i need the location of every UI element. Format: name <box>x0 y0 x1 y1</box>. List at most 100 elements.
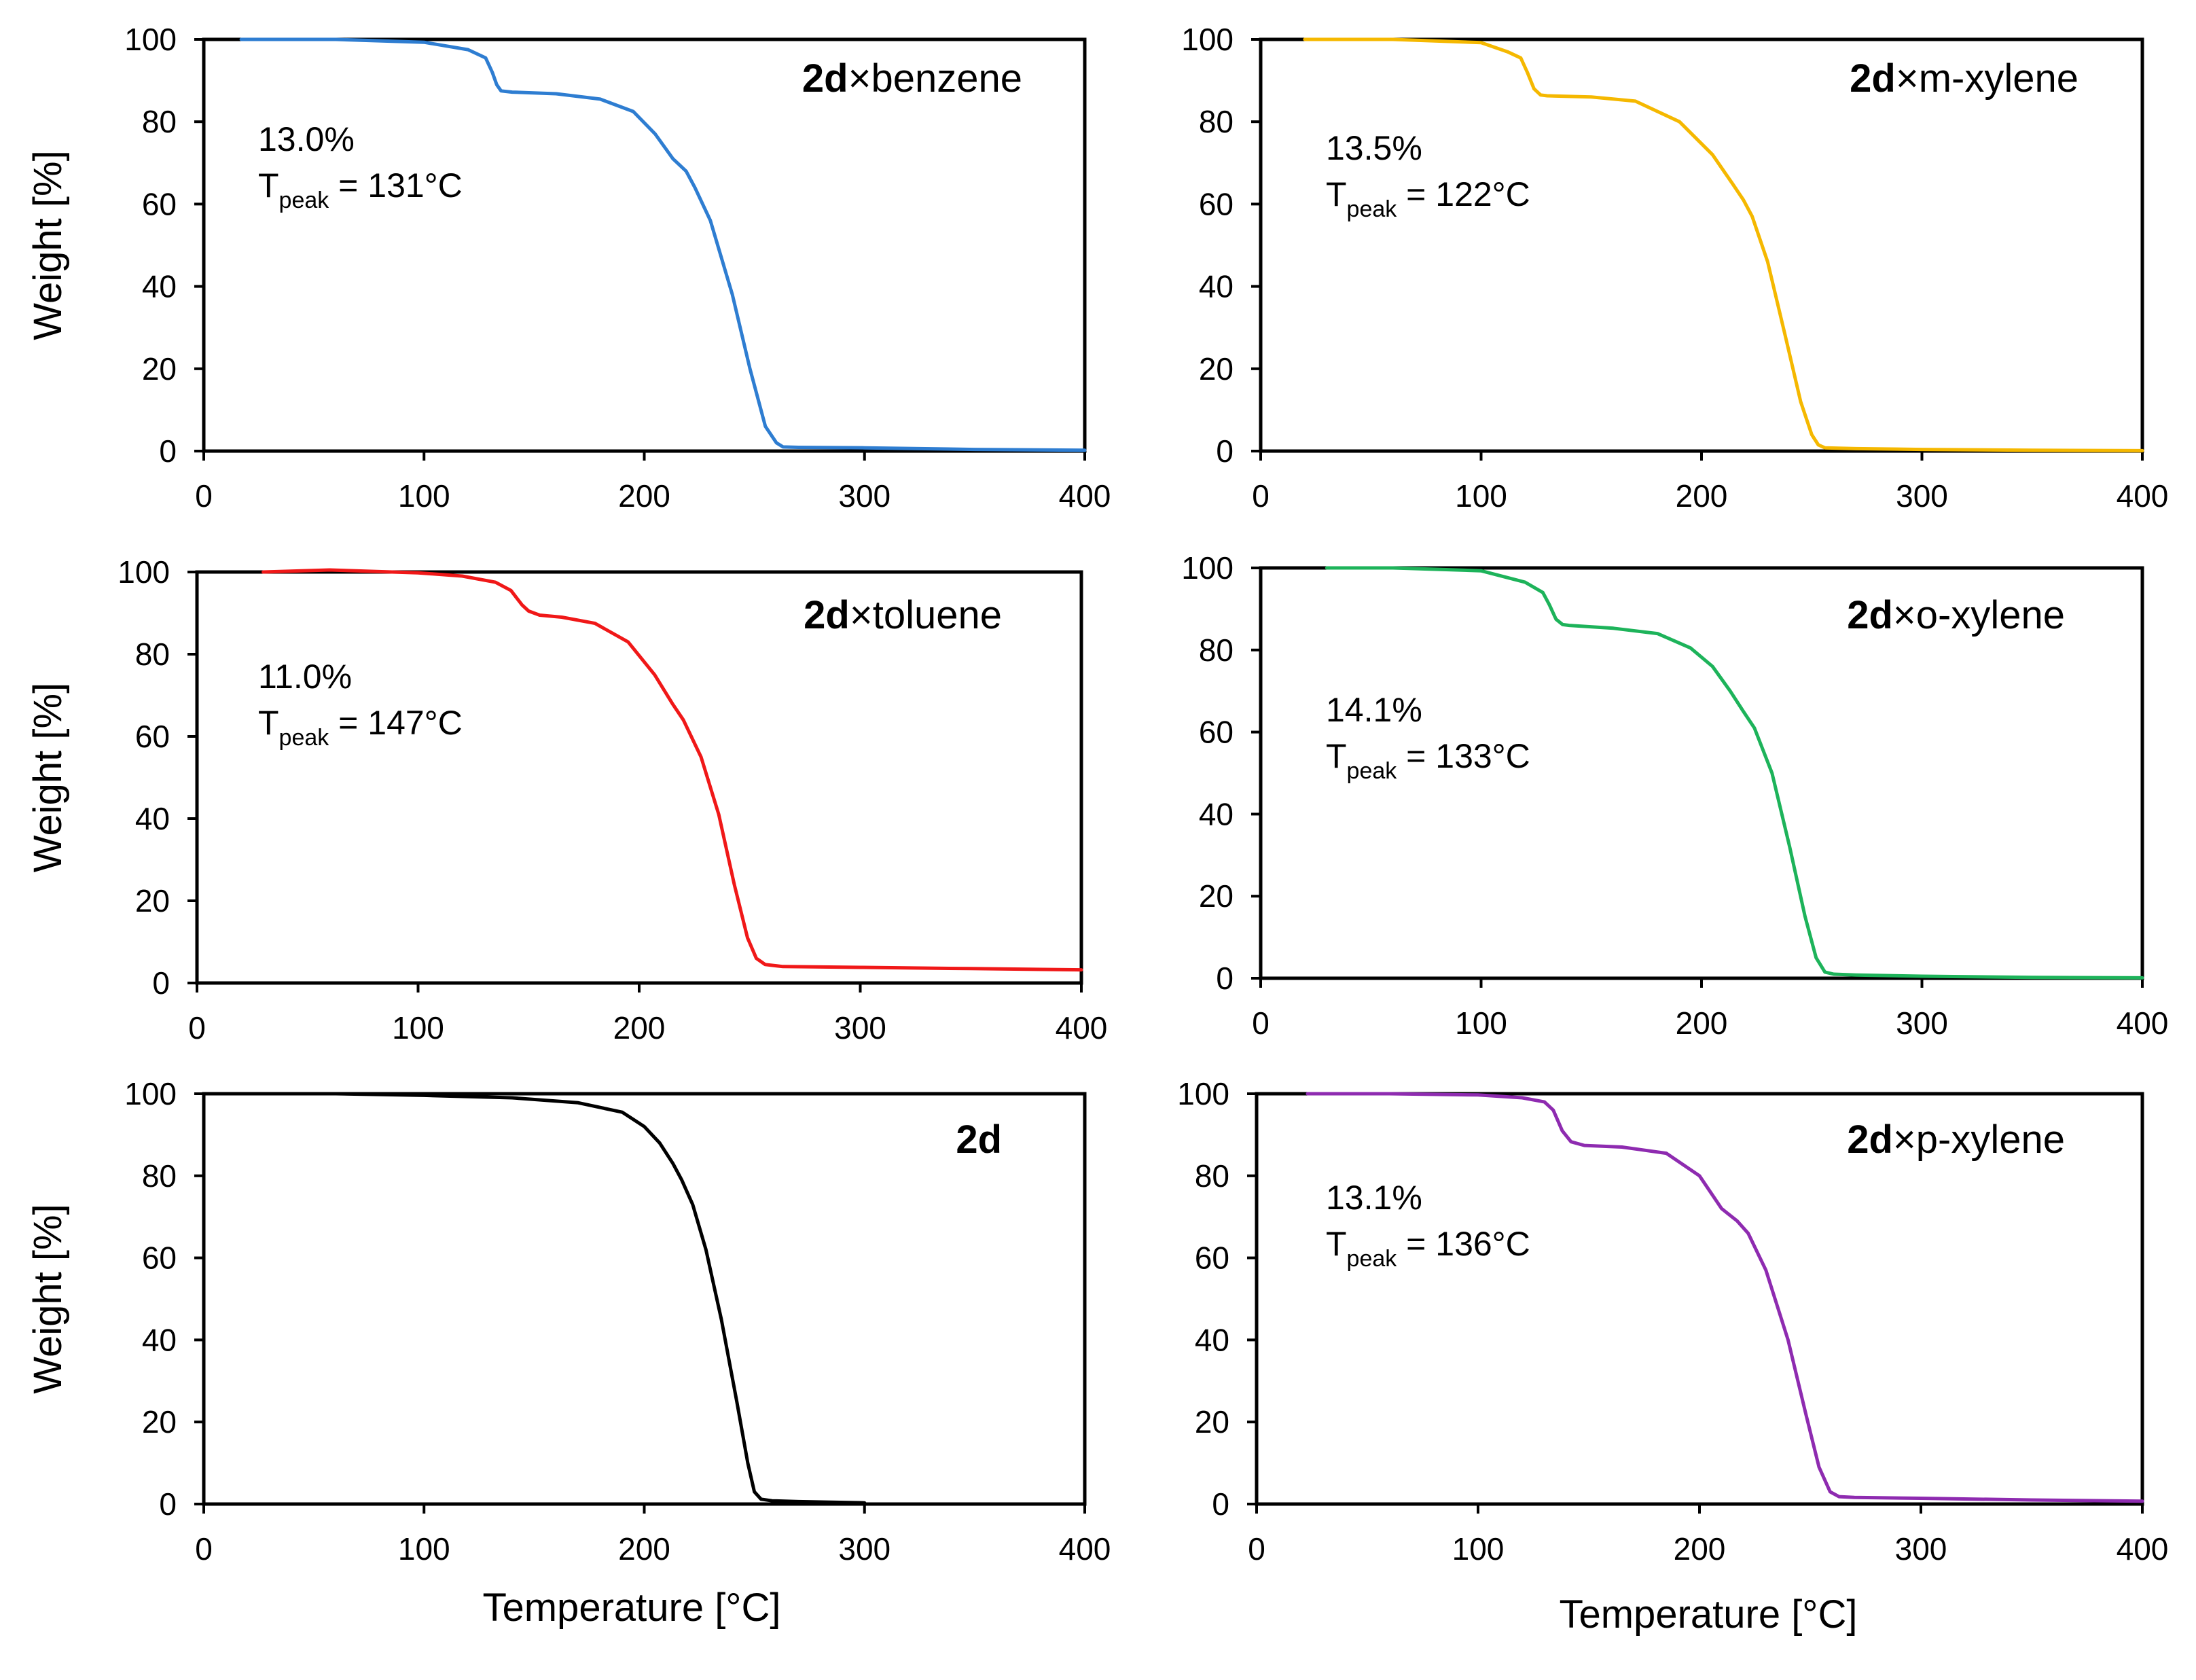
x-tick-label: 400 <box>1059 478 1111 514</box>
panel-title: 2d <box>956 1118 1002 1162</box>
tpeak-annotation: Tpeak = 147°C <box>258 704 463 751</box>
y-axis-title: Weight [%] <box>26 1204 70 1393</box>
x-tick-label: 400 <box>2117 478 2169 514</box>
y-tick-label: 0 <box>152 965 170 1001</box>
y-tick-label: 20 <box>142 1404 177 1440</box>
tpeak-symbol: T <box>1326 1225 1347 1263</box>
x-tick-label: 400 <box>2117 1005 2169 1041</box>
tpeak-subscript: peak <box>1347 196 1398 222</box>
x-axis-title: Temperature [°C] <box>482 1586 780 1630</box>
y-tick-label: 80 <box>1199 104 1234 139</box>
tpeak-symbol: T <box>258 704 279 742</box>
chart-panel-benzene: 0 20 40 60 80 100 0 100 200 300 400 Weight [%] 2d×be… <box>26 22 1111 514</box>
series-line-2d <box>257 1092 867 1505</box>
x-tick-label: 400 <box>1056 1010 1108 1045</box>
y-axis-title: Weight [%] <box>26 150 70 340</box>
y-tick-label: 80 <box>1199 632 1234 668</box>
plot-frame <box>1259 37 2144 453</box>
x-tick-label: 100 <box>398 1531 450 1567</box>
x-tick-label: 200 <box>618 1531 670 1567</box>
x-tick-label: 0 <box>1252 478 1270 514</box>
panel-title-rest: ×p-xylene <box>1893 1118 2065 1162</box>
y-tick-label: 80 <box>142 104 177 139</box>
x-tick-label: 400 <box>1059 1531 1111 1567</box>
y-tick-label: 40 <box>1199 269 1234 304</box>
tpeak-subscript: peak <box>1347 1246 1398 1272</box>
x-tick-label: 100 <box>1455 478 1507 514</box>
panel-title-bold: 2d <box>804 593 850 637</box>
panel-title-rest: ×benzene <box>848 56 1022 101</box>
mass-loss-annotation: 11.0% <box>258 658 352 696</box>
x-tick-label: 0 <box>195 1531 213 1567</box>
series-line-p-xylene <box>1306 1092 2144 1503</box>
y-tick-label: 100 <box>1181 550 1234 586</box>
y-tick-label: 40 <box>1199 796 1234 832</box>
tpeak-value: = 131°C <box>329 166 463 204</box>
x-tick-label: 300 <box>838 478 890 514</box>
y-tick-label: 80 <box>1195 1158 1229 1194</box>
tpeak-subscript: peak <box>279 187 330 213</box>
chart-panel-2d: 0 20 40 60 80 100 0 100 200 300 400 Weight [%] Tempe… <box>26 1076 1111 1630</box>
plot-frame <box>202 1092 1087 1506</box>
panel-title-bold: 2d <box>1850 56 1896 101</box>
y-tick-label: 60 <box>135 719 170 754</box>
mass-loss-annotation: 13.5% <box>1326 129 1422 167</box>
panel-title-rest: ×toluene <box>850 593 1002 637</box>
y-tick-label: 100 <box>118 554 170 590</box>
tpeak-annotation: Tpeak = 122°C <box>1326 175 1530 222</box>
tpeak-value: = 136°C <box>1397 1225 1530 1263</box>
panel-title-bold: 2d <box>802 56 848 101</box>
panel-title-bold: 2d <box>956 1118 1002 1162</box>
chart-panel-m-xylene: 0 20 40 60 80 100 0 100 200 300 400 2d×m-xylene 13.5… <box>1181 22 2168 514</box>
tpeak-symbol: T <box>1326 737 1347 775</box>
y-tick-label: 0 <box>159 433 177 469</box>
x-tick-label: 300 <box>1895 1531 1947 1567</box>
tpeak-symbol: T <box>258 166 279 204</box>
y-tick-label: 20 <box>1199 878 1234 914</box>
x-tick-label: 100 <box>1452 1531 1505 1567</box>
y-tick-label: 80 <box>135 637 170 672</box>
panel-title: 2d×p-xylene <box>1847 1118 2065 1162</box>
x-tick-label: 0 <box>195 478 213 514</box>
x-tick-label: 100 <box>392 1010 444 1045</box>
y-tick-label: 40 <box>142 1322 177 1357</box>
x-tick-label: 100 <box>398 478 450 514</box>
chart-panel-o-xylene: 0 20 40 60 80 100 0 100 200 300 400 2d×o-xylene 14.1… <box>1181 550 2168 1041</box>
plot-frame <box>202 37 1087 453</box>
tpeak-value: = 133°C <box>1397 737 1530 775</box>
y-tick-label: 20 <box>1199 351 1234 387</box>
x-tick-label: 200 <box>1676 1005 1728 1041</box>
tpeak-annotation: Tpeak = 131°C <box>258 166 463 213</box>
y-tick-label: 20 <box>142 351 177 387</box>
y-tick-label: 20 <box>135 883 170 918</box>
y-tick-label: 100 <box>124 22 177 57</box>
y-tick-label: 60 <box>1195 1240 1229 1276</box>
x-tick-label: 300 <box>834 1010 886 1045</box>
y-tick-label: 20 <box>1195 1404 1229 1440</box>
x-tick-label: 200 <box>1676 478 1728 514</box>
y-tick-label: 60 <box>1199 186 1234 221</box>
tpeak-subscript: peak <box>1347 758 1398 784</box>
x-tick-label: 200 <box>1674 1531 1726 1567</box>
mass-loss-annotation: 14.1% <box>1326 691 1422 729</box>
mass-loss-annotation: 13.1% <box>1326 1179 1422 1217</box>
panel-title: 2d×benzene <box>802 56 1022 101</box>
panel-title-rest: ×m-xylene <box>1896 56 2078 101</box>
panel-title: 2d×m-xylene <box>1850 56 2078 101</box>
y-tick-label: 40 <box>142 269 177 304</box>
tpeak-value: = 147°C <box>329 704 463 742</box>
tpeak-subscript: peak <box>279 725 330 751</box>
tpeak-value: = 122°C <box>1397 175 1530 213</box>
x-tick-label: 200 <box>613 1010 666 1045</box>
mass-loss-annotation: 13.0% <box>258 120 355 158</box>
y-tick-label: 40 <box>135 801 170 836</box>
series-line-o-xylene <box>1325 566 2144 980</box>
y-tick-label: 80 <box>142 1158 177 1194</box>
y-tick-label: 0 <box>1216 433 1234 469</box>
x-tick-label: 300 <box>1896 478 1948 514</box>
y-tick-label: 0 <box>159 1486 177 1522</box>
y-tick-label: 100 <box>124 1076 177 1111</box>
x-tick-label: 300 <box>1896 1005 1948 1041</box>
y-axis-title: Weight [%] <box>26 683 70 872</box>
